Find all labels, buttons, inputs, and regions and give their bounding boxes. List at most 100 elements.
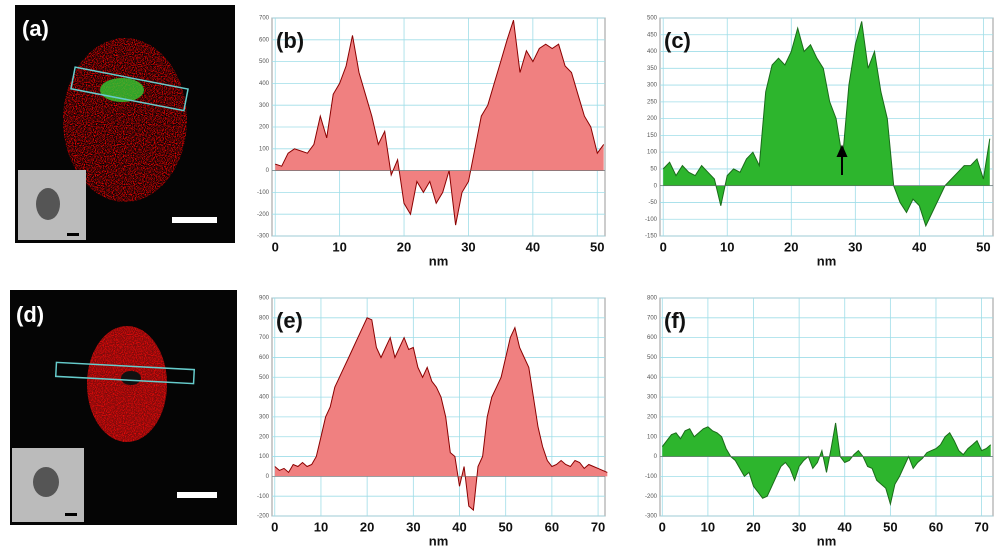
x-tick-label: 30 [406, 519, 420, 534]
y-tick-label: 400 [647, 375, 658, 381]
y-tick-label: 200 [647, 116, 658, 122]
y-tick-label: 100 [259, 146, 270, 152]
y-tick-label: -300 [645, 514, 658, 520]
plot-area [659, 297, 994, 517]
area-fill [274, 317, 608, 511]
x-tick-label: 60 [929, 519, 943, 534]
y-tick-label: 300 [647, 395, 658, 401]
panel-label: (d) [16, 302, 44, 327]
x-tick-label: 40 [912, 239, 926, 254]
x-tick-label: 0 [660, 239, 667, 254]
x-tick-label: 50 [976, 239, 990, 254]
arrow [836, 144, 848, 175]
chart: -300 -200 -100 0 100 200 300 400 500 600 700 0 10 20 3… [257, 16, 606, 268]
y-tick-label: 50 [650, 167, 657, 173]
image-panel-a: (a) [15, 5, 235, 243]
x-tick-label: 30 [461, 239, 475, 254]
y-tick-label: 400 [647, 49, 658, 55]
chart: -200 -100 0 100 200 300 400 500 600 700 800 900 0 10 2… [257, 296, 608, 548]
y-tick-label: -100 [257, 190, 270, 196]
x-tick-label: 60 [545, 519, 559, 534]
y-tick-label: 700 [259, 16, 270, 22]
y-tick-label: 100 [647, 434, 658, 440]
y-tick-label: 150 [647, 133, 658, 139]
y-tick-label: -100 [645, 217, 658, 223]
chart-title: (e) [276, 308, 303, 333]
data-line [275, 20, 605, 226]
x-tick-label: 70 [591, 519, 605, 534]
x-tick-label: 10 [332, 239, 346, 254]
y-tick-label: 600 [259, 355, 270, 361]
y-tick-label: 250 [647, 99, 658, 105]
x-tick-label: 70 [974, 519, 988, 534]
y-tick-label: -300 [257, 234, 270, 240]
data-line [662, 21, 991, 228]
area-fill [662, 422, 991, 505]
chart-title: (f) [664, 308, 686, 333]
y-tick-label: 200 [259, 434, 270, 440]
y-tick-label: 0 [266, 168, 270, 174]
y-tick-label: 400 [259, 395, 270, 401]
y-tick-label: 500 [647, 16, 658, 22]
y-tick-label: 900 [259, 296, 270, 302]
x-tick-label: 0 [659, 519, 666, 534]
y-tick-label: -200 [645, 494, 658, 500]
x-tick-label: 40 [526, 239, 540, 254]
x-axis-label: nm [429, 533, 449, 548]
chart-title: (b) [276, 28, 304, 53]
image-panel-d: (d) [10, 290, 237, 525]
y-tick-label: 800 [647, 296, 658, 302]
x-tick-label: 20 [360, 519, 374, 534]
y-tick-label: 100 [647, 150, 658, 156]
x-tick-label: 20 [746, 519, 760, 534]
y-tick-label: 500 [259, 59, 270, 65]
y-tick-label: 700 [259, 335, 270, 341]
area-fill [663, 21, 990, 226]
x-tick-label: 50 [590, 239, 604, 254]
y-tick-label: -150 [645, 234, 658, 240]
x-tick-label: 40 [838, 519, 852, 534]
y-tick-label: 300 [259, 414, 270, 420]
y-tick-label: 100 [259, 454, 270, 460]
y-tick-label: 300 [259, 103, 270, 109]
y-tick-label: 0 [654, 454, 658, 460]
y-tick-label: 350 [647, 66, 658, 72]
data-line [661, 422, 992, 507]
x-tick-label: 50 [883, 519, 897, 534]
y-tick-label: 500 [259, 375, 270, 381]
y-tick-label: -200 [257, 514, 270, 520]
y-tick-label: 300 [647, 83, 658, 89]
x-tick-label: 10 [701, 519, 715, 534]
chart: -300 -200 -100 0 100 200 300 400 500 600 700 800 0 10… [645, 296, 994, 548]
y-tick-label: 200 [647, 414, 658, 420]
y-tick-label: -50 [648, 200, 657, 206]
x-axis-label: nm [817, 533, 837, 548]
y-tick-label: 450 [647, 32, 658, 38]
x-tick-label: 0 [271, 519, 278, 534]
y-tick-label: 500 [647, 355, 658, 361]
x-axis-label: nm [429, 253, 449, 268]
panel-label: (a) [22, 16, 49, 41]
y-tick-label: 0 [654, 183, 658, 189]
y-tick-label: -100 [645, 474, 658, 480]
y-tick-label: 700 [647, 315, 658, 321]
x-tick-label: 10 [314, 519, 328, 534]
chart-title: (c) [664, 28, 691, 53]
x-tick-label: 30 [848, 239, 862, 254]
y-tick-label: 200 [259, 125, 270, 131]
data-line [274, 317, 608, 512]
y-tick-label: -100 [257, 494, 270, 500]
area-fill [275, 20, 604, 226]
chart: -150-100-5005010015020025030035040045050… [645, 16, 994, 268]
x-tick-label: 20 [784, 239, 798, 254]
x-tick-label: 10 [720, 239, 734, 254]
x-tick-label: 30 [792, 519, 806, 534]
x-axis-label: nm [817, 253, 837, 268]
y-tick-label: 600 [647, 335, 658, 341]
x-tick-label: 0 [272, 239, 279, 254]
y-tick-label: -200 [257, 212, 270, 218]
y-tick-label: 800 [259, 315, 270, 321]
x-tick-label: 40 [452, 519, 466, 534]
y-tick-label: 0 [266, 474, 270, 480]
